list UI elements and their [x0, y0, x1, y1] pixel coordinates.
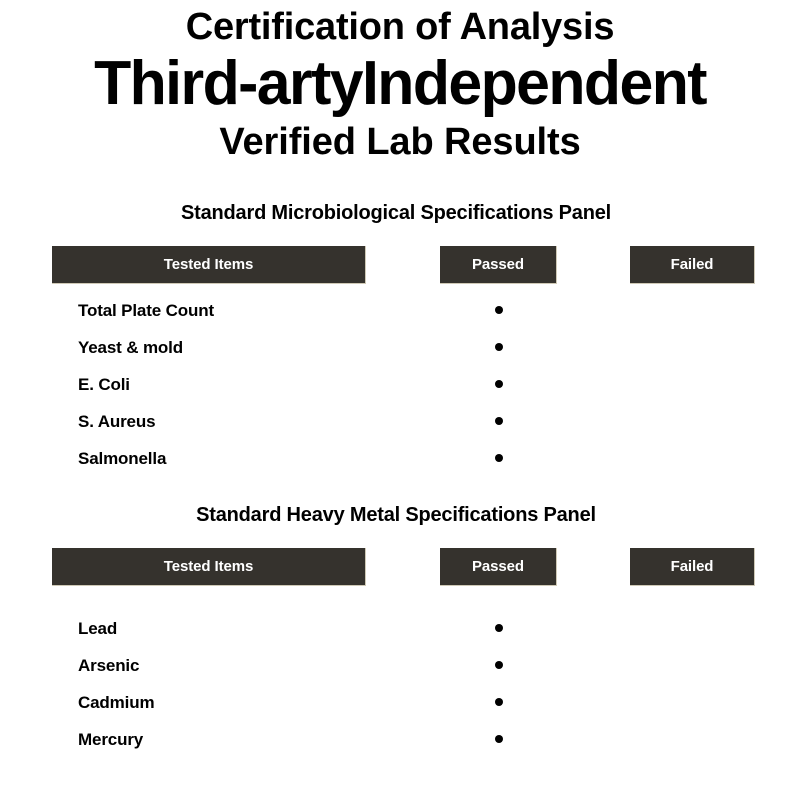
masthead: Certification of Analysis Third-artyInde…: [0, 0, 800, 166]
failed-cell: [630, 292, 755, 329]
document-subtitle-top: Certification of Analysis: [185, 6, 615, 48]
test-name: S. Aureus: [78, 412, 156, 431]
panel-title-heavy-metal: Standard Heavy Metal Specifications Pane…: [196, 504, 596, 526]
passed-cell: [440, 366, 557, 403]
column-header-passed-label: Passed: [472, 558, 524, 575]
test-name: Salmonella: [78, 449, 167, 468]
panel-microbiological: Standard Microbiological Specifications …: [0, 200, 800, 477]
table-row: Yeast & mold: [0, 329, 800, 366]
panel-title-microbiological: Standard Microbiological Specifications …: [181, 202, 611, 224]
passed-cell: [440, 721, 557, 758]
passed-bullet-icon: [494, 416, 503, 425]
failed-cell: [630, 329, 755, 366]
document-main-title: Third-artyIndependent: [94, 49, 707, 118]
column-header-failed-label: Failed: [670, 256, 714, 273]
table-row: Salmonella: [0, 440, 800, 477]
table-header-row-heavy-metal: Tested Items Passed Failed: [0, 548, 800, 588]
passed-cell: [440, 684, 557, 721]
column-header-passed: Passed: [440, 246, 557, 284]
passed-bullet-icon: [494, 660, 503, 669]
test-name: Lead: [78, 619, 118, 638]
column-header-tested-items-label: Tested Items: [163, 558, 254, 575]
passed-cell: [440, 292, 557, 329]
column-header-passed: Passed: [440, 548, 557, 586]
table-row: Total Plate Count: [0, 292, 800, 329]
test-name: Cadmium: [78, 693, 155, 712]
table-row: Arsenic: [0, 647, 800, 684]
column-header-tested-items: Tested Items: [52, 548, 366, 586]
test-name: Yeast & mold: [78, 338, 183, 357]
table-row: S. Aureus: [0, 403, 800, 440]
failed-cell: [630, 647, 755, 684]
table-body-heavy-metal: Lead Arsenic Cadmium: [0, 610, 800, 758]
test-name: Total Plate Count: [78, 301, 214, 320]
failed-cell: [630, 403, 755, 440]
failed-cell: [630, 366, 755, 403]
passed-bullet-icon: [494, 734, 503, 743]
document-subtitle-bottom: Verified Lab Results: [219, 121, 581, 163]
passed-cell: [440, 329, 557, 366]
panel-heavy-metal: Standard Heavy Metal Specifications Pane…: [0, 502, 800, 758]
test-name: Arsenic: [78, 656, 140, 675]
test-name: E. Coli: [78, 375, 130, 394]
passed-cell: [440, 647, 557, 684]
table-body-microbiological: Total Plate Count Yeast & mold: [0, 292, 800, 477]
passed-cell: [440, 403, 557, 440]
passed-cell: [440, 610, 557, 647]
passed-cell: [440, 440, 557, 477]
column-header-passed-label: Passed: [472, 256, 524, 273]
column-header-failed: Failed: [630, 246, 755, 284]
passed-bullet-icon: [494, 623, 503, 632]
column-header-failed: Failed: [630, 548, 755, 586]
table-header-row-microbiological: Tested Items Passed Failed: [0, 246, 800, 286]
failed-cell: [630, 684, 755, 721]
passed-bullet-icon: [494, 697, 503, 706]
failed-cell: [630, 721, 755, 758]
test-name: Mercury: [78, 730, 144, 749]
failed-cell: [630, 440, 755, 477]
passed-bullet-icon: [494, 342, 503, 351]
column-header-failed-label: Failed: [670, 558, 714, 575]
column-header-tested-items: Tested Items: [52, 246, 366, 284]
table-row: Cadmium: [0, 684, 800, 721]
passed-bullet-icon: [494, 379, 503, 388]
table-row: E. Coli: [0, 366, 800, 403]
table-row: Lead: [0, 610, 800, 647]
passed-bullet-icon: [494, 453, 503, 462]
passed-bullet-icon: [494, 305, 503, 314]
table-row: Mercury: [0, 721, 800, 758]
column-header-tested-items-label: Tested Items: [163, 256, 254, 273]
failed-cell: [630, 610, 755, 647]
